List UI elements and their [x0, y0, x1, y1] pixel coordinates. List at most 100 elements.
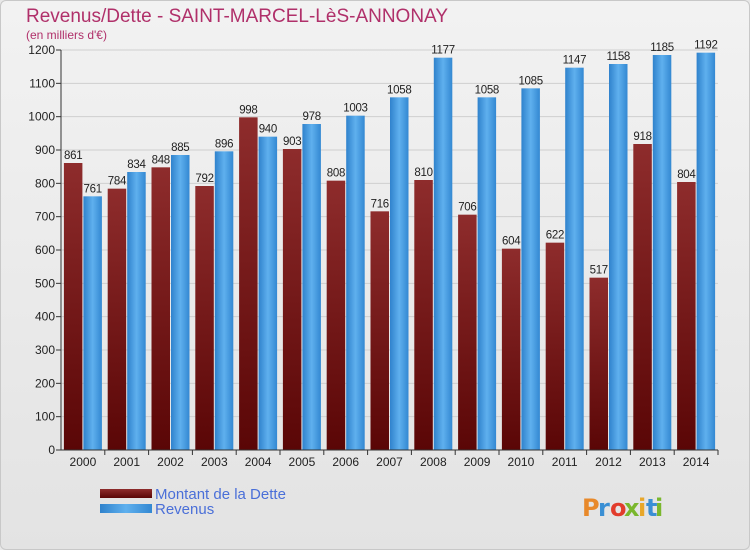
- bar-dette: [107, 188, 127, 450]
- x-axis-ticks: 2000 2001 2002 2003 2004 2005 2006 2007 2008 2009…: [70, 450, 719, 469]
- x-tick-label: 2011: [552, 455, 578, 469]
- data-label-revenus: 1158: [606, 51, 630, 63]
- bar-dette: [677, 182, 696, 450]
- logo-letter: i: [655, 494, 663, 522]
- y-tick-label: 1000: [28, 110, 55, 124]
- data-label-revenus: 1058: [475, 84, 499, 96]
- data-label-revenus: 1177: [431, 45, 455, 57]
- y-tick-label: 1100: [29, 76, 55, 90]
- data-label-revenus: 1192: [694, 40, 718, 52]
- bar-revenus: [433, 57, 453, 451]
- data-label-revenus: 940: [259, 124, 277, 136]
- data-label-dette: 716: [371, 198, 389, 210]
- data-label-revenus: 1058: [387, 84, 411, 96]
- y-tick-label: 900: [35, 143, 55, 157]
- bar-dette: [501, 248, 521, 450]
- data-label-dette: 604: [502, 236, 521, 248]
- y-tick-label: 700: [35, 210, 55, 224]
- data-label-revenus: 834: [127, 159, 146, 171]
- bar-revenus: [127, 172, 146, 450]
- data-label-dette: 706: [458, 202, 476, 214]
- y-tick-label: 1200: [28, 43, 55, 57]
- bar-revenus: [609, 64, 628, 450]
- legend-swatch-dette: [100, 489, 152, 498]
- data-label-revenus: 885: [171, 142, 189, 154]
- data-label-revenus: 1147: [563, 55, 587, 67]
- y-tick-label: 400: [35, 310, 55, 324]
- x-tick-label: 2001: [113, 455, 140, 469]
- bar-dette: [63, 163, 83, 450]
- bar-revenus: [565, 67, 584, 451]
- chart-subtitle: (en milliers d'€): [26, 28, 107, 42]
- data-label-dette: 861: [64, 150, 82, 162]
- data-label-dette: 784: [108, 176, 127, 188]
- bar-dette: [545, 242, 565, 450]
- x-tick-label: 2007: [376, 455, 403, 469]
- data-label-dette: 903: [283, 136, 301, 148]
- data-label-dette: 622: [546, 230, 564, 242]
- x-tick-label: 2002: [157, 455, 184, 469]
- data-label-dette: 517: [590, 265, 608, 277]
- data-label-dette: 998: [239, 104, 257, 116]
- bar-revenus: [390, 97, 409, 450]
- logo-letter: o: [610, 494, 627, 522]
- data-label-revenus: 1003: [343, 103, 367, 115]
- data-label-revenus: 978: [303, 111, 321, 123]
- bar-revenus: [83, 196, 102, 450]
- data-label-dette: 792: [195, 173, 213, 185]
- data-label-dette: 918: [633, 131, 651, 143]
- x-tick-label: 2004: [245, 455, 272, 469]
- bar-revenus: [696, 52, 716, 451]
- bars: [63, 52, 716, 451]
- bar-dette: [458, 214, 477, 450]
- data-label-revenus: 1185: [650, 42, 674, 54]
- data-label-dette: 810: [414, 167, 432, 179]
- bar-revenus: [258, 136, 278, 450]
- data-label-dette: 808: [327, 168, 345, 180]
- x-tick-label: 2006: [332, 455, 359, 469]
- y-tick-label: 600: [35, 243, 55, 257]
- legend-label-revenus: Revenus: [155, 501, 214, 518]
- bar-dette: [239, 117, 258, 450]
- x-tick-label: 2008: [420, 455, 447, 469]
- x-tick-label: 2009: [464, 455, 491, 469]
- x-tick-label: 2000: [70, 455, 97, 469]
- y-tick-label: 200: [35, 376, 55, 390]
- bar-revenus: [521, 88, 540, 450]
- x-tick-label: 2012: [595, 455, 622, 469]
- data-label-revenus: 761: [84, 183, 102, 195]
- bar-dette: [414, 180, 433, 450]
- x-tick-label: 2013: [639, 455, 666, 469]
- y-axis-ticks: 0 100 200 300 400 500 600 700 800 900 1000 1100 1200: [28, 43, 61, 457]
- proxiti-logo: Pr oxi ti: [582, 494, 663, 522]
- bar-dette: [195, 186, 214, 450]
- data-label-dette: 848: [152, 154, 170, 166]
- logo-letter: P: [582, 494, 600, 522]
- bar-dette: [589, 277, 608, 450]
- bar-revenus: [214, 151, 234, 451]
- legend: Montant de la Dette Revenus: [100, 486, 286, 518]
- logo-letter: i: [638, 494, 646, 522]
- logo-letter: t: [646, 494, 657, 522]
- y-tick-label: 0: [48, 443, 55, 457]
- bar-dette: [370, 211, 389, 450]
- bar-revenus: [171, 155, 190, 450]
- legend-label-dette: Montant de la Dette: [155, 486, 286, 503]
- bar-dette: [326, 180, 346, 450]
- bar-revenus: [477, 97, 497, 450]
- x-tick-label: 2003: [201, 455, 228, 469]
- bar-revenus: [346, 115, 365, 451]
- bar-revenus: [302, 124, 321, 450]
- x-tick-label: 2010: [508, 455, 535, 469]
- bar-dette: [282, 149, 302, 450]
- data-label-dette: 804: [677, 169, 696, 181]
- x-tick-label: 2005: [289, 455, 316, 469]
- y-tick-label: 300: [35, 343, 55, 357]
- data-label-revenus: 1085: [518, 75, 542, 87]
- grid-lines: [61, 49, 718, 418]
- x-tick-label: 2014: [683, 455, 710, 469]
- bar-dette: [633, 144, 652, 450]
- data-label-revenus: 896: [215, 138, 233, 150]
